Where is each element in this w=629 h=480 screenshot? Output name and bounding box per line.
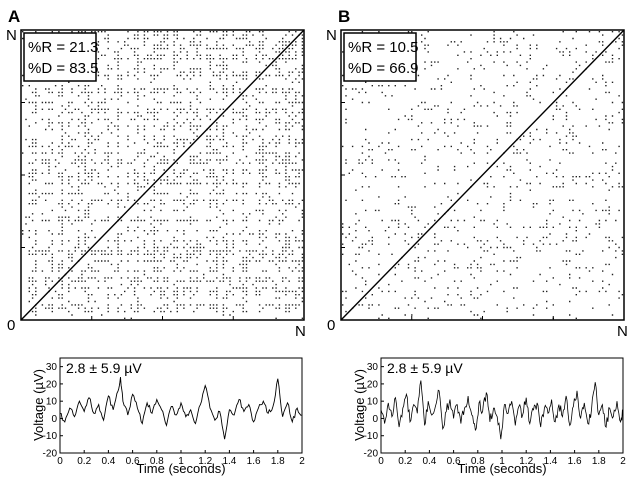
x-tick-label: 1.8 <box>592 456 606 467</box>
panel-a-stats-box <box>23 32 97 82</box>
y-tick-label: 0 <box>372 414 378 425</box>
panel-b-voltage-annotation: 2.8 ± 5.9 µV <box>387 360 463 376</box>
panel-a-n-label-y: N <box>6 27 17 44</box>
x-tick-label: 1 <box>499 456 505 467</box>
x-tick-label: 0.6 <box>447 456 461 467</box>
x-tick-label: 1.6 <box>247 456 261 467</box>
x-tick-label: 2 <box>620 456 626 467</box>
panel-b-determinism: %D = 66.9 <box>348 60 418 77</box>
panel-a-ylabel: Voltage (µV) <box>31 369 46 441</box>
y-tick-label: 10 <box>46 397 58 408</box>
x-tick-label: 0 <box>57 456 63 467</box>
panel-b-origin-label: 0 <box>327 317 335 334</box>
y-tick-label: 30 <box>46 362 58 373</box>
panel-a-determinism: %D = 83.5 <box>28 60 98 77</box>
x-tick-label: 2 <box>299 456 305 467</box>
x-tick-label: 0.4 <box>101 456 115 467</box>
x-tick-label: 1.8 <box>271 456 285 467</box>
panel-b-xlabel: Time (seconds) <box>457 461 546 476</box>
panel-a-n-label-x: N <box>295 323 306 340</box>
y-tick-label: 30 <box>367 362 379 373</box>
panel-a-trace-line <box>59 376 303 440</box>
panel-a-plot-frame <box>20 29 305 321</box>
panel-a-xlabel: Time (seconds) <box>136 461 225 476</box>
panel-b-plot-frame <box>340 29 625 321</box>
x-tick-label: 1.6 <box>568 456 582 467</box>
x-tick-label: 1.2 <box>519 456 533 467</box>
panel-b-trace-line <box>380 380 624 440</box>
panel-a-line-of-identity <box>20 29 305 321</box>
panel-b-line-of-identity <box>340 29 625 321</box>
x-tick-label: 0.2 <box>77 456 91 467</box>
panel-b-n-label-y: N <box>326 27 337 44</box>
y-tick-label: -20 <box>43 449 58 460</box>
x-tick-label: 0.8 <box>471 456 485 467</box>
x-tick-label: 0.6 <box>126 456 140 467</box>
y-tick-label: 0 <box>51 414 57 425</box>
panel-a-letter: A <box>8 7 20 26</box>
y-tick-label: 20 <box>367 379 379 390</box>
x-tick-label: 0 <box>378 456 384 467</box>
panel-b-letter: B <box>338 7 350 26</box>
panel-a-recurrence-plot: %R = 21.3 %D = 83.5 0 N N <box>6 27 306 340</box>
panel-a-recurrence-dots <box>21 31 304 320</box>
recurrence-points <box>22 31 304 319</box>
panel-b-recurrence-rate: %R = 10.5 <box>348 39 418 56</box>
x-tick-label: 1.4 <box>543 456 557 467</box>
x-tick-label: 0.4 <box>422 456 436 467</box>
x-tick-label: 0.8 <box>150 456 164 467</box>
panel-a-recurrence-rate: %R = 21.3 <box>28 39 98 56</box>
y-tick-label: -10 <box>364 431 379 442</box>
panel-a-voltage-annotation: 2.8 ± 5.9 µV <box>66 360 142 376</box>
panel-b-n-label-x: N <box>617 323 628 340</box>
y-tick-label: 20 <box>46 379 58 390</box>
panel-b-ylabel: Voltage (µV) <box>352 369 367 441</box>
panel-b-stats-box <box>343 32 417 82</box>
y-tick-label: -10 <box>43 431 58 442</box>
y-tick-label: 10 <box>367 397 379 408</box>
x-tick-label: 1.4 <box>222 456 236 467</box>
x-tick-label: 0.2 <box>398 456 412 467</box>
y-tick-label: -20 <box>364 449 379 460</box>
panel-b-recurrence-plot: %R = 10.5 %D = 66.9 0 N N <box>326 27 628 340</box>
x-tick-label: 1.2 <box>198 456 212 467</box>
x-tick-label: 1 <box>178 456 184 467</box>
panel-a-origin-label: 0 <box>7 317 15 334</box>
